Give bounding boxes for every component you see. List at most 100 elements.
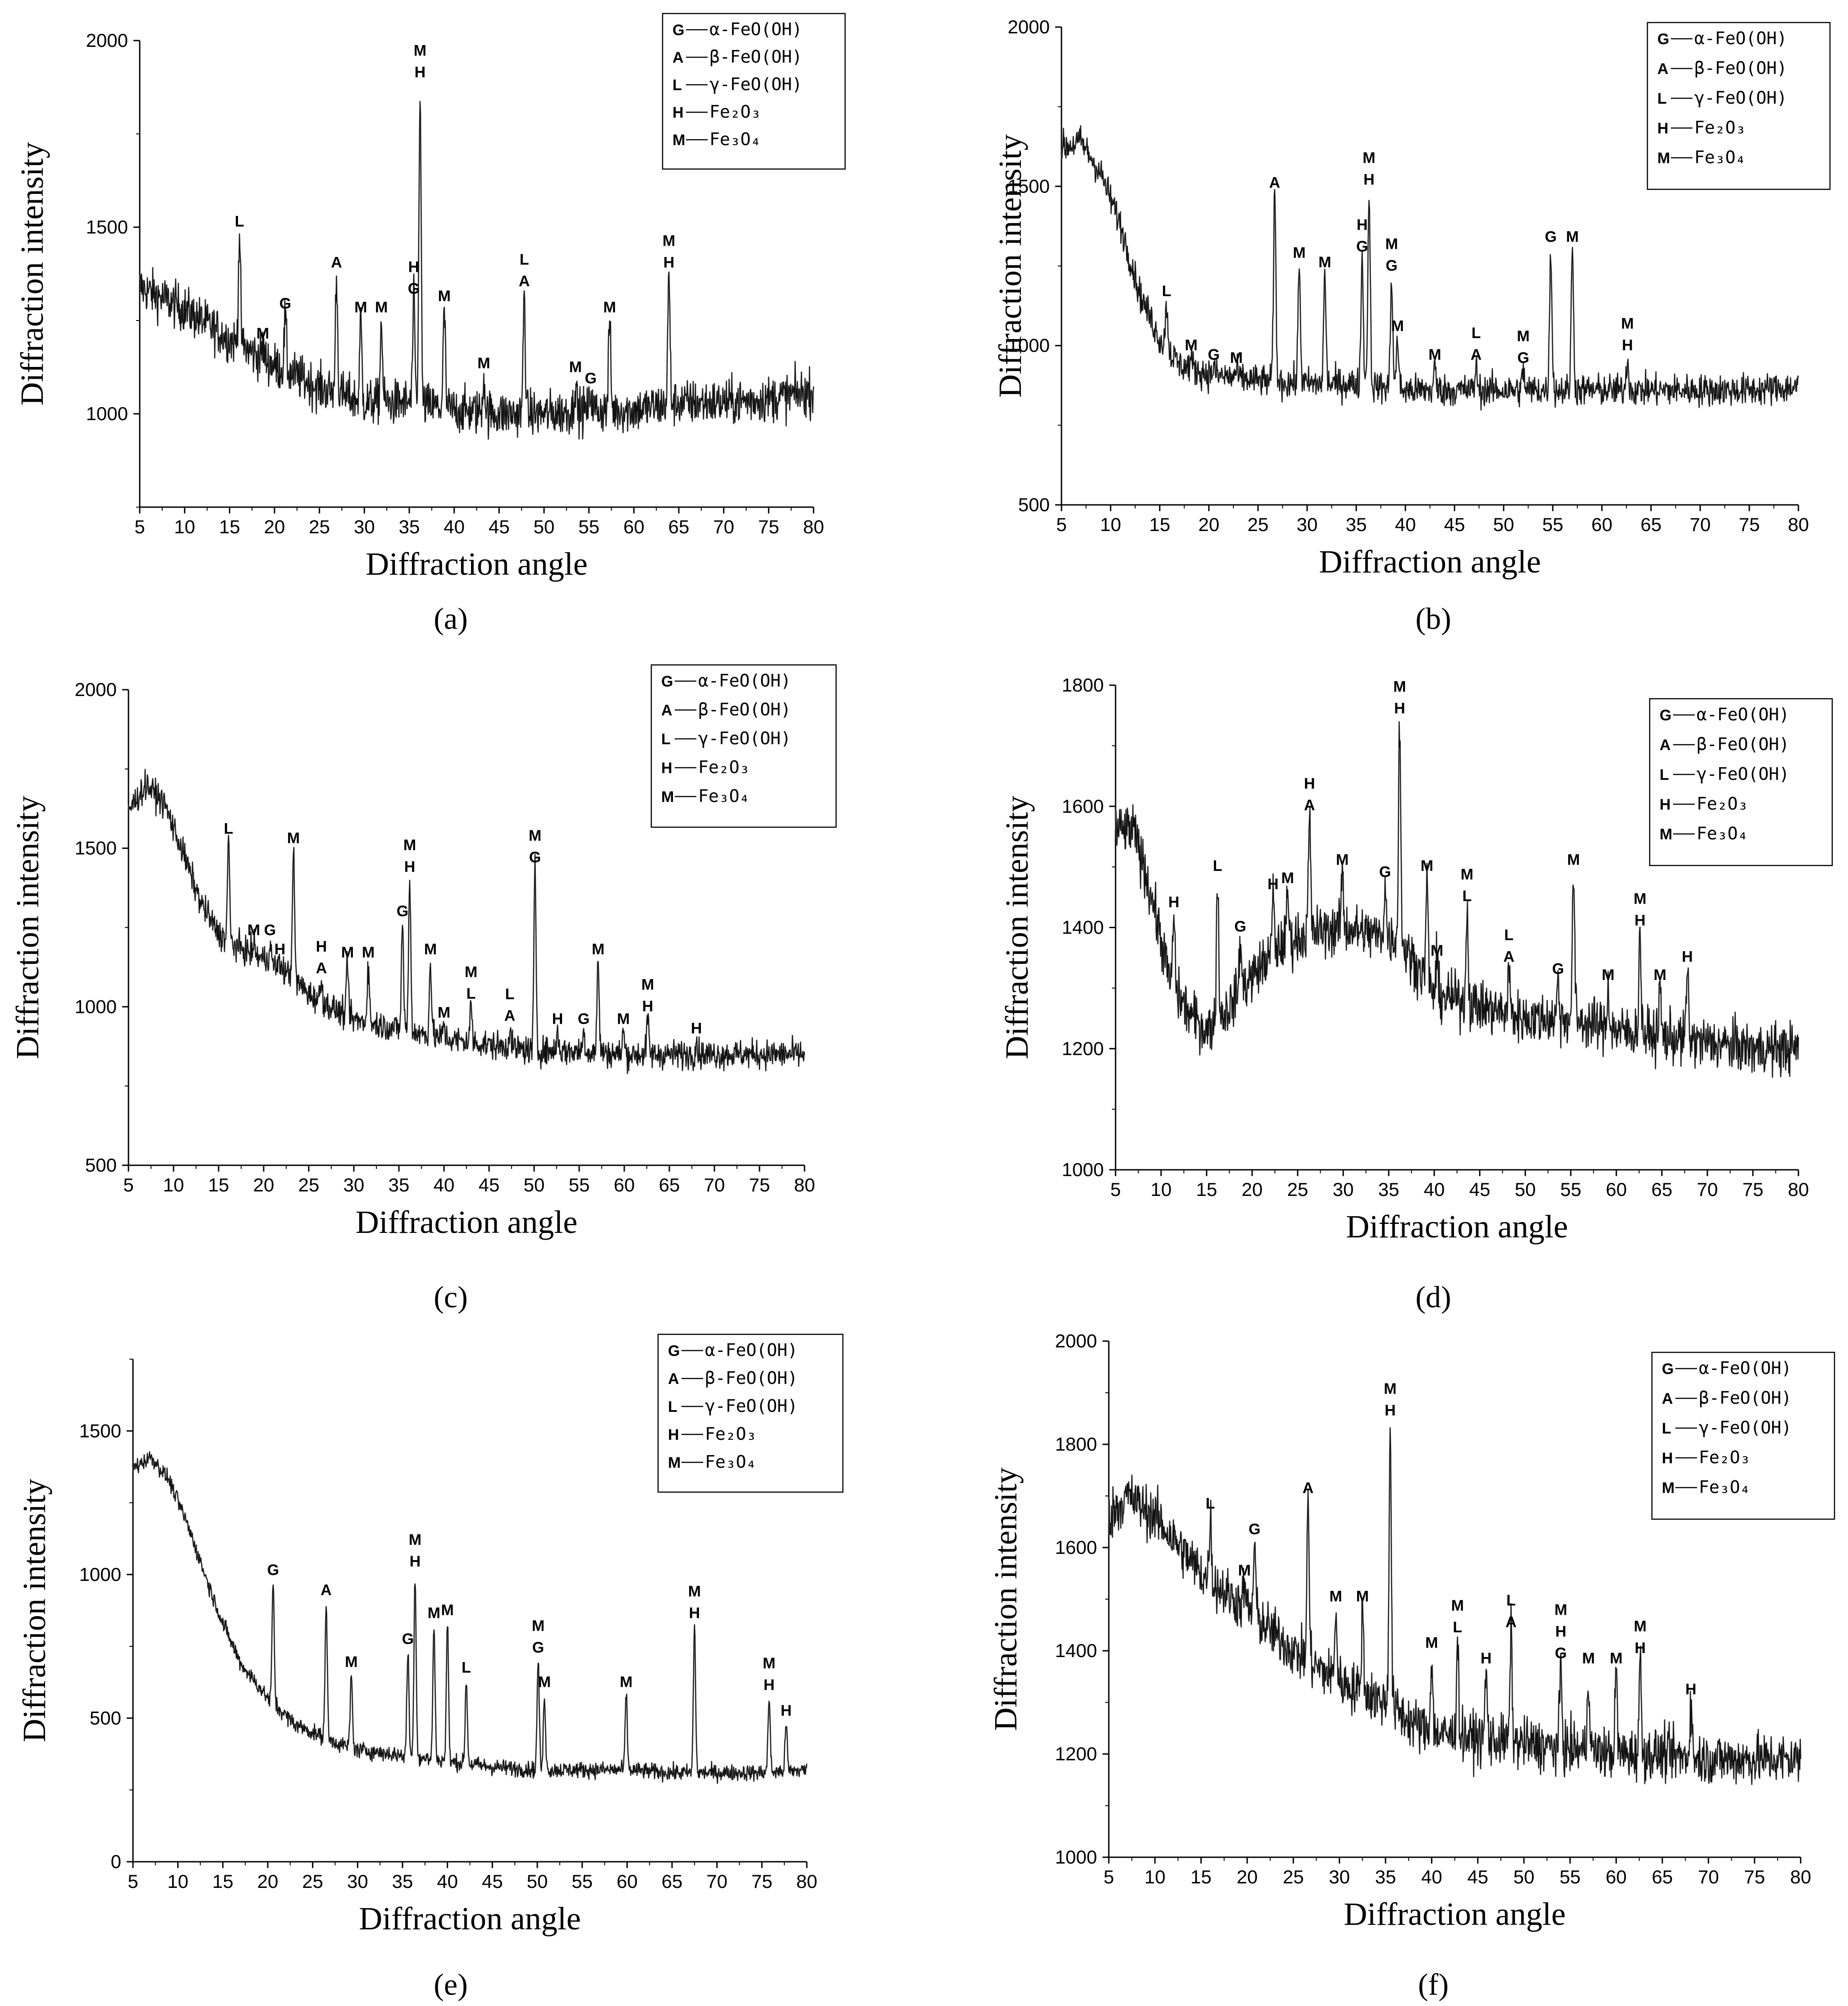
peak-label: M	[424, 941, 437, 958]
legend-label: Fe₃O₄	[1697, 824, 1748, 843]
legend-label: α-FeO(OH)	[709, 19, 802, 39]
peak-label: H	[1357, 216, 1368, 234]
peak-label: L	[1472, 325, 1481, 342]
x-tick-label: 75	[758, 516, 779, 537]
x-tick-label: 5	[1103, 1866, 1114, 1887]
y-tick-label: 1800	[1062, 674, 1104, 696]
y-axis-title: Diffraction intensity	[988, 1467, 1024, 1731]
peak-label: M	[409, 1531, 421, 1548]
peak-label: M	[1634, 1618, 1647, 1635]
y-tick-label: 2000	[86, 30, 128, 51]
peak-label: M	[1555, 1601, 1567, 1618]
peak-label: M	[1185, 337, 1198, 354]
peak-label: G	[585, 370, 596, 387]
peak-label: A	[1505, 1614, 1517, 1631]
peak-label: G	[1552, 960, 1564, 977]
peak-label: H	[1685, 1681, 1697, 1698]
peak-label: M	[1582, 1650, 1595, 1667]
legend-code: A	[668, 1370, 679, 1388]
x-tick-label: 25	[309, 516, 330, 537]
x-tick-label: 80	[794, 1174, 815, 1195]
peak-label: G	[1379, 863, 1391, 880]
peak-label: M	[1336, 852, 1349, 869]
x-tick-label: 60	[617, 1871, 638, 1892]
peak-label: G	[1555, 1644, 1567, 1662]
x-tick-label: 55	[1560, 1866, 1581, 1887]
x-tick-label: 35	[392, 1871, 413, 1892]
peak-label: M	[1363, 149, 1375, 166]
legend-label: γ-FeO(OH)	[1697, 764, 1789, 784]
legend-label: α-FeO(OH)	[1694, 28, 1787, 48]
legend-code: M	[668, 1454, 681, 1471]
x-tick-label: 65	[1651, 1179, 1673, 1200]
legend-code: H	[1660, 796, 1671, 813]
legend-code: L	[1662, 1420, 1671, 1437]
peak-label: M	[529, 827, 541, 844]
x-tick-label: 45	[1467, 1866, 1488, 1887]
peak-label: H	[316, 938, 327, 955]
peak-label: M	[1431, 942, 1443, 959]
peak-label: A	[320, 1582, 332, 1599]
legend-box	[1647, 22, 1831, 190]
legend-label: β-FeO(OH)	[1697, 734, 1789, 754]
x-tick-label: 5	[1110, 1179, 1121, 1200]
y-tick-label: 1000	[75, 996, 117, 1017]
legend-code: H	[668, 1426, 679, 1443]
x-tick-label: 60	[1592, 514, 1613, 535]
x-tick-label: 80	[796, 1871, 818, 1892]
panel-f: 5 10 15 20 25 30 35 40 45 50 55 60 65 70 75 80 1000 1200 1…	[988, 1330, 1835, 2001]
legend-box	[1649, 698, 1833, 866]
diffraction-trace	[133, 1451, 807, 1784]
peak-label: M	[1610, 1650, 1623, 1667]
peak-label: H	[1622, 337, 1633, 354]
x-tick-label: 50	[527, 1871, 548, 1892]
x-tick-label: 25	[302, 1871, 323, 1892]
x-tick-label: 45	[479, 1174, 500, 1195]
y-tick-label: 1500	[86, 216, 128, 238]
peak-label: G	[279, 295, 291, 312]
peak-label: M	[1621, 315, 1634, 332]
legend-label: Fe₂O₃	[705, 1424, 756, 1444]
peak-label: H	[781, 1702, 792, 1719]
peak-label: L	[1453, 1619, 1462, 1636]
peak-label: A	[504, 1008, 516, 1025]
x-tick-label: 75	[1739, 514, 1760, 535]
legend-label: Fe₃O₄	[1699, 1477, 1750, 1497]
x-tick-label: 60	[614, 1174, 635, 1195]
peak-label: M	[763, 1655, 775, 1672]
x-tick-label: 70	[1698, 1866, 1719, 1887]
y-tick-label: 1800	[1055, 1434, 1097, 1455]
legend-code: H	[672, 104, 684, 121]
peak-label: H	[552, 1011, 563, 1028]
x-tick-label: 10	[1100, 514, 1121, 535]
legend-label: Fe₂O₃	[1699, 1447, 1750, 1467]
x-tick-label: 75	[1743, 1179, 1764, 1200]
peak-label: M	[345, 1653, 357, 1671]
x-tick-label: 15	[208, 1174, 229, 1195]
peak-label: M	[592, 941, 604, 958]
peak-label: M	[375, 299, 388, 316]
legend-code: L	[672, 77, 682, 94]
panel-caption: (f)	[1418, 1967, 1449, 2001]
x-tick-label: 20	[264, 516, 285, 537]
y-tick-label: 1200	[1062, 1038, 1104, 1059]
x-tick-label: 75	[751, 1871, 773, 1892]
legend-box	[662, 13, 846, 170]
peak-label: H	[1555, 1623, 1567, 1640]
peak-label: M	[362, 944, 375, 961]
panel-e: 5 10 15 20 25 30 35 40 45 50 55 60 65 70 75 80 0 500 1000 1…	[16, 1333, 844, 2001]
x-tick-label: 35	[1378, 1179, 1400, 1200]
x-tick-label: 10	[174, 516, 195, 537]
panel-caption: (a)	[434, 601, 467, 636]
legend-label: β-FeO(OH)	[1699, 1388, 1792, 1408]
peak-label: G	[578, 1011, 590, 1028]
x-tick-label: 50	[534, 516, 555, 537]
peak-label: A	[1503, 948, 1514, 966]
peak-label: H	[1385, 1402, 1396, 1419]
peak-label: M	[538, 1673, 551, 1690]
x-tick-label: 60	[623, 516, 645, 537]
peak-label: M	[438, 1004, 450, 1021]
peak-label: M	[256, 325, 269, 342]
